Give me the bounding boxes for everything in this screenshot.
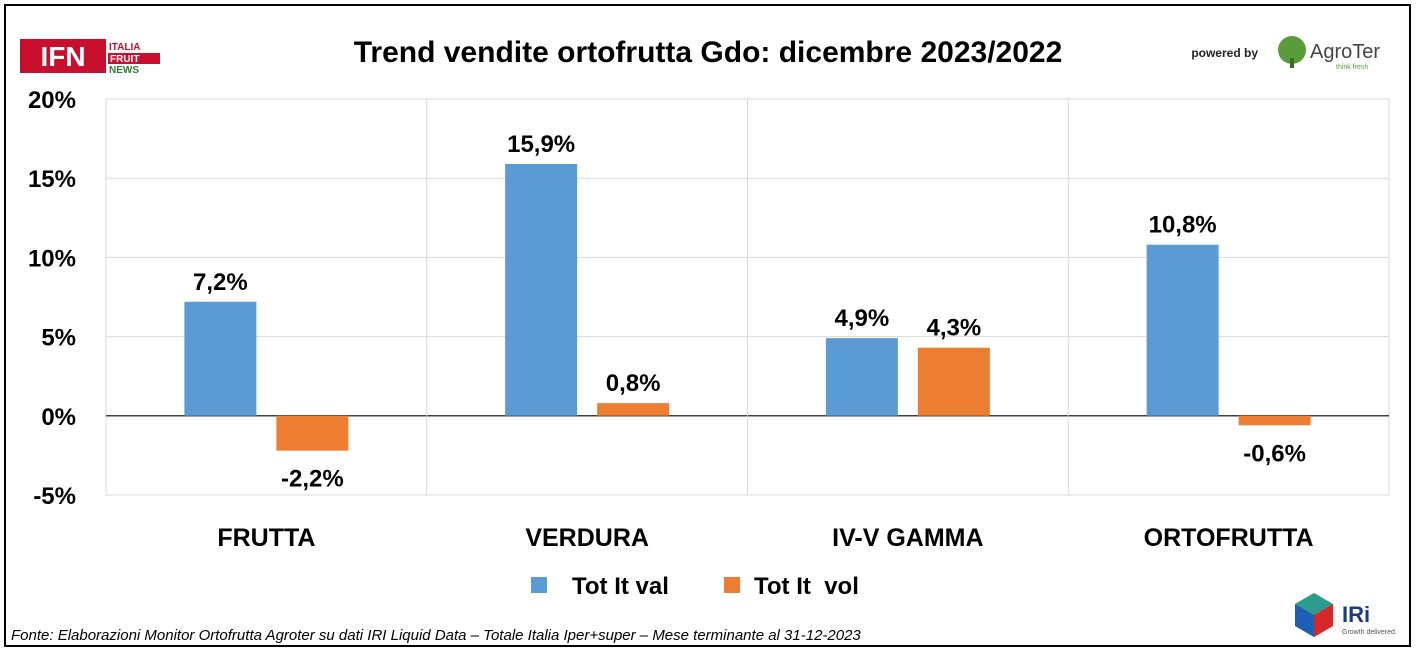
- source-note: Fonte: Elaborazioni Monitor Ortofrutta A…: [11, 627, 861, 644]
- y-tick-label: -5%: [33, 483, 76, 510]
- legend: Tot It val Tot It vol: [531, 573, 859, 600]
- x-tick-label: IV-V GAMMA: [832, 524, 983, 552]
- agroter-tree-icon: [1278, 36, 1306, 64]
- y-tick-label: 10%: [28, 245, 76, 272]
- bars: [184, 163, 1311, 451]
- bar-vol-verdura: [597, 403, 670, 416]
- x-axis-labels: FRUTTA VERDURA IV-V GAMMA ORTOFRUTTA: [217, 524, 1313, 552]
- ifn-logo-line-1: ITALIA: [109, 42, 140, 53]
- iri-tagline: Growth delivered.: [1342, 629, 1397, 636]
- chart-frame: IFN ITALIA FRUIT NEWS Trend vendite orto…: [4, 4, 1411, 647]
- y-tick-label: 5%: [41, 325, 76, 352]
- powered-by-label: powered by: [1191, 46, 1258, 60]
- y-tick-label: 20%: [28, 87, 76, 114]
- chart-title: Trend vendite ortofrutta Gdo: dicembre 2…: [354, 36, 1063, 69]
- data-label: 15,9%: [507, 131, 575, 158]
- agroter-logo: AgroTer think fresh: [1278, 36, 1380, 71]
- bar-val-iv-v-gamma: [825, 338, 898, 416]
- x-tick-label: VERDURA: [525, 524, 649, 552]
- ifn-logo: IFN ITALIA FRUIT NEWS: [20, 39, 160, 76]
- data-label: -2,2%: [281, 466, 344, 493]
- bar-vol-iv-v-gamma: [917, 347, 990, 416]
- ifn-logo-box: [20, 39, 106, 73]
- chart-svg: IFN ITALIA FRUIT NEWS Trend vendite orto…: [11, 36, 1397, 644]
- agroter-tagline: think fresh: [1336, 64, 1368, 71]
- data-label: 4,9%: [835, 305, 890, 332]
- bar-val-ortofrutta: [1146, 244, 1219, 416]
- data-label: -0,6%: [1243, 440, 1306, 467]
- agroter-tree-trunk: [1290, 58, 1294, 68]
- legend-label-val: Tot It val: [572, 573, 669, 600]
- data-label: 7,2%: [193, 269, 248, 296]
- y-axis-ticks: -5% 0% 5% 10% 15% 20%: [28, 87, 76, 510]
- iri-cube-left: [1295, 604, 1314, 637]
- legend-label-vol: Tot It vol: [754, 573, 859, 600]
- iri-cube-right: [1314, 604, 1333, 637]
- bar-val-verdura: [505, 163, 578, 416]
- iri-name: IRi: [1342, 602, 1370, 627]
- bar-val-frutta: [184, 301, 257, 416]
- iri-logo: IRi Growth delivered.: [1295, 593, 1397, 637]
- legend-swatch-vol: [724, 577, 740, 593]
- x-tick-label: FRUTTA: [217, 524, 315, 552]
- ifn-logo-line-3: NEWS: [109, 65, 139, 76]
- ifn-logo-line-2: FRUIT: [110, 54, 139, 65]
- data-label: 4,3%: [927, 315, 982, 342]
- y-tick-label: 15%: [28, 166, 76, 193]
- bar-vol-ortofrutta: [1238, 415, 1311, 426]
- legend-swatch-val: [531, 577, 547, 593]
- ifn-logo-line-2-bg: [108, 53, 160, 64]
- x-tick-label: ORTOFRUTTA: [1144, 524, 1314, 552]
- ifn-logo-text: IFN: [40, 41, 85, 72]
- agroter-name: AgroTer: [1310, 41, 1380, 63]
- data-labels: 7,2% -2,2% 15,9% 0,8% 4,9% 4,3% 10,8% -0,6%: [193, 131, 1306, 493]
- y-tick-label: 0%: [41, 404, 76, 431]
- data-label: 10,8%: [1149, 212, 1217, 239]
- bar-vol-frutta: [276, 415, 349, 451]
- data-label: 0,8%: [606, 370, 661, 397]
